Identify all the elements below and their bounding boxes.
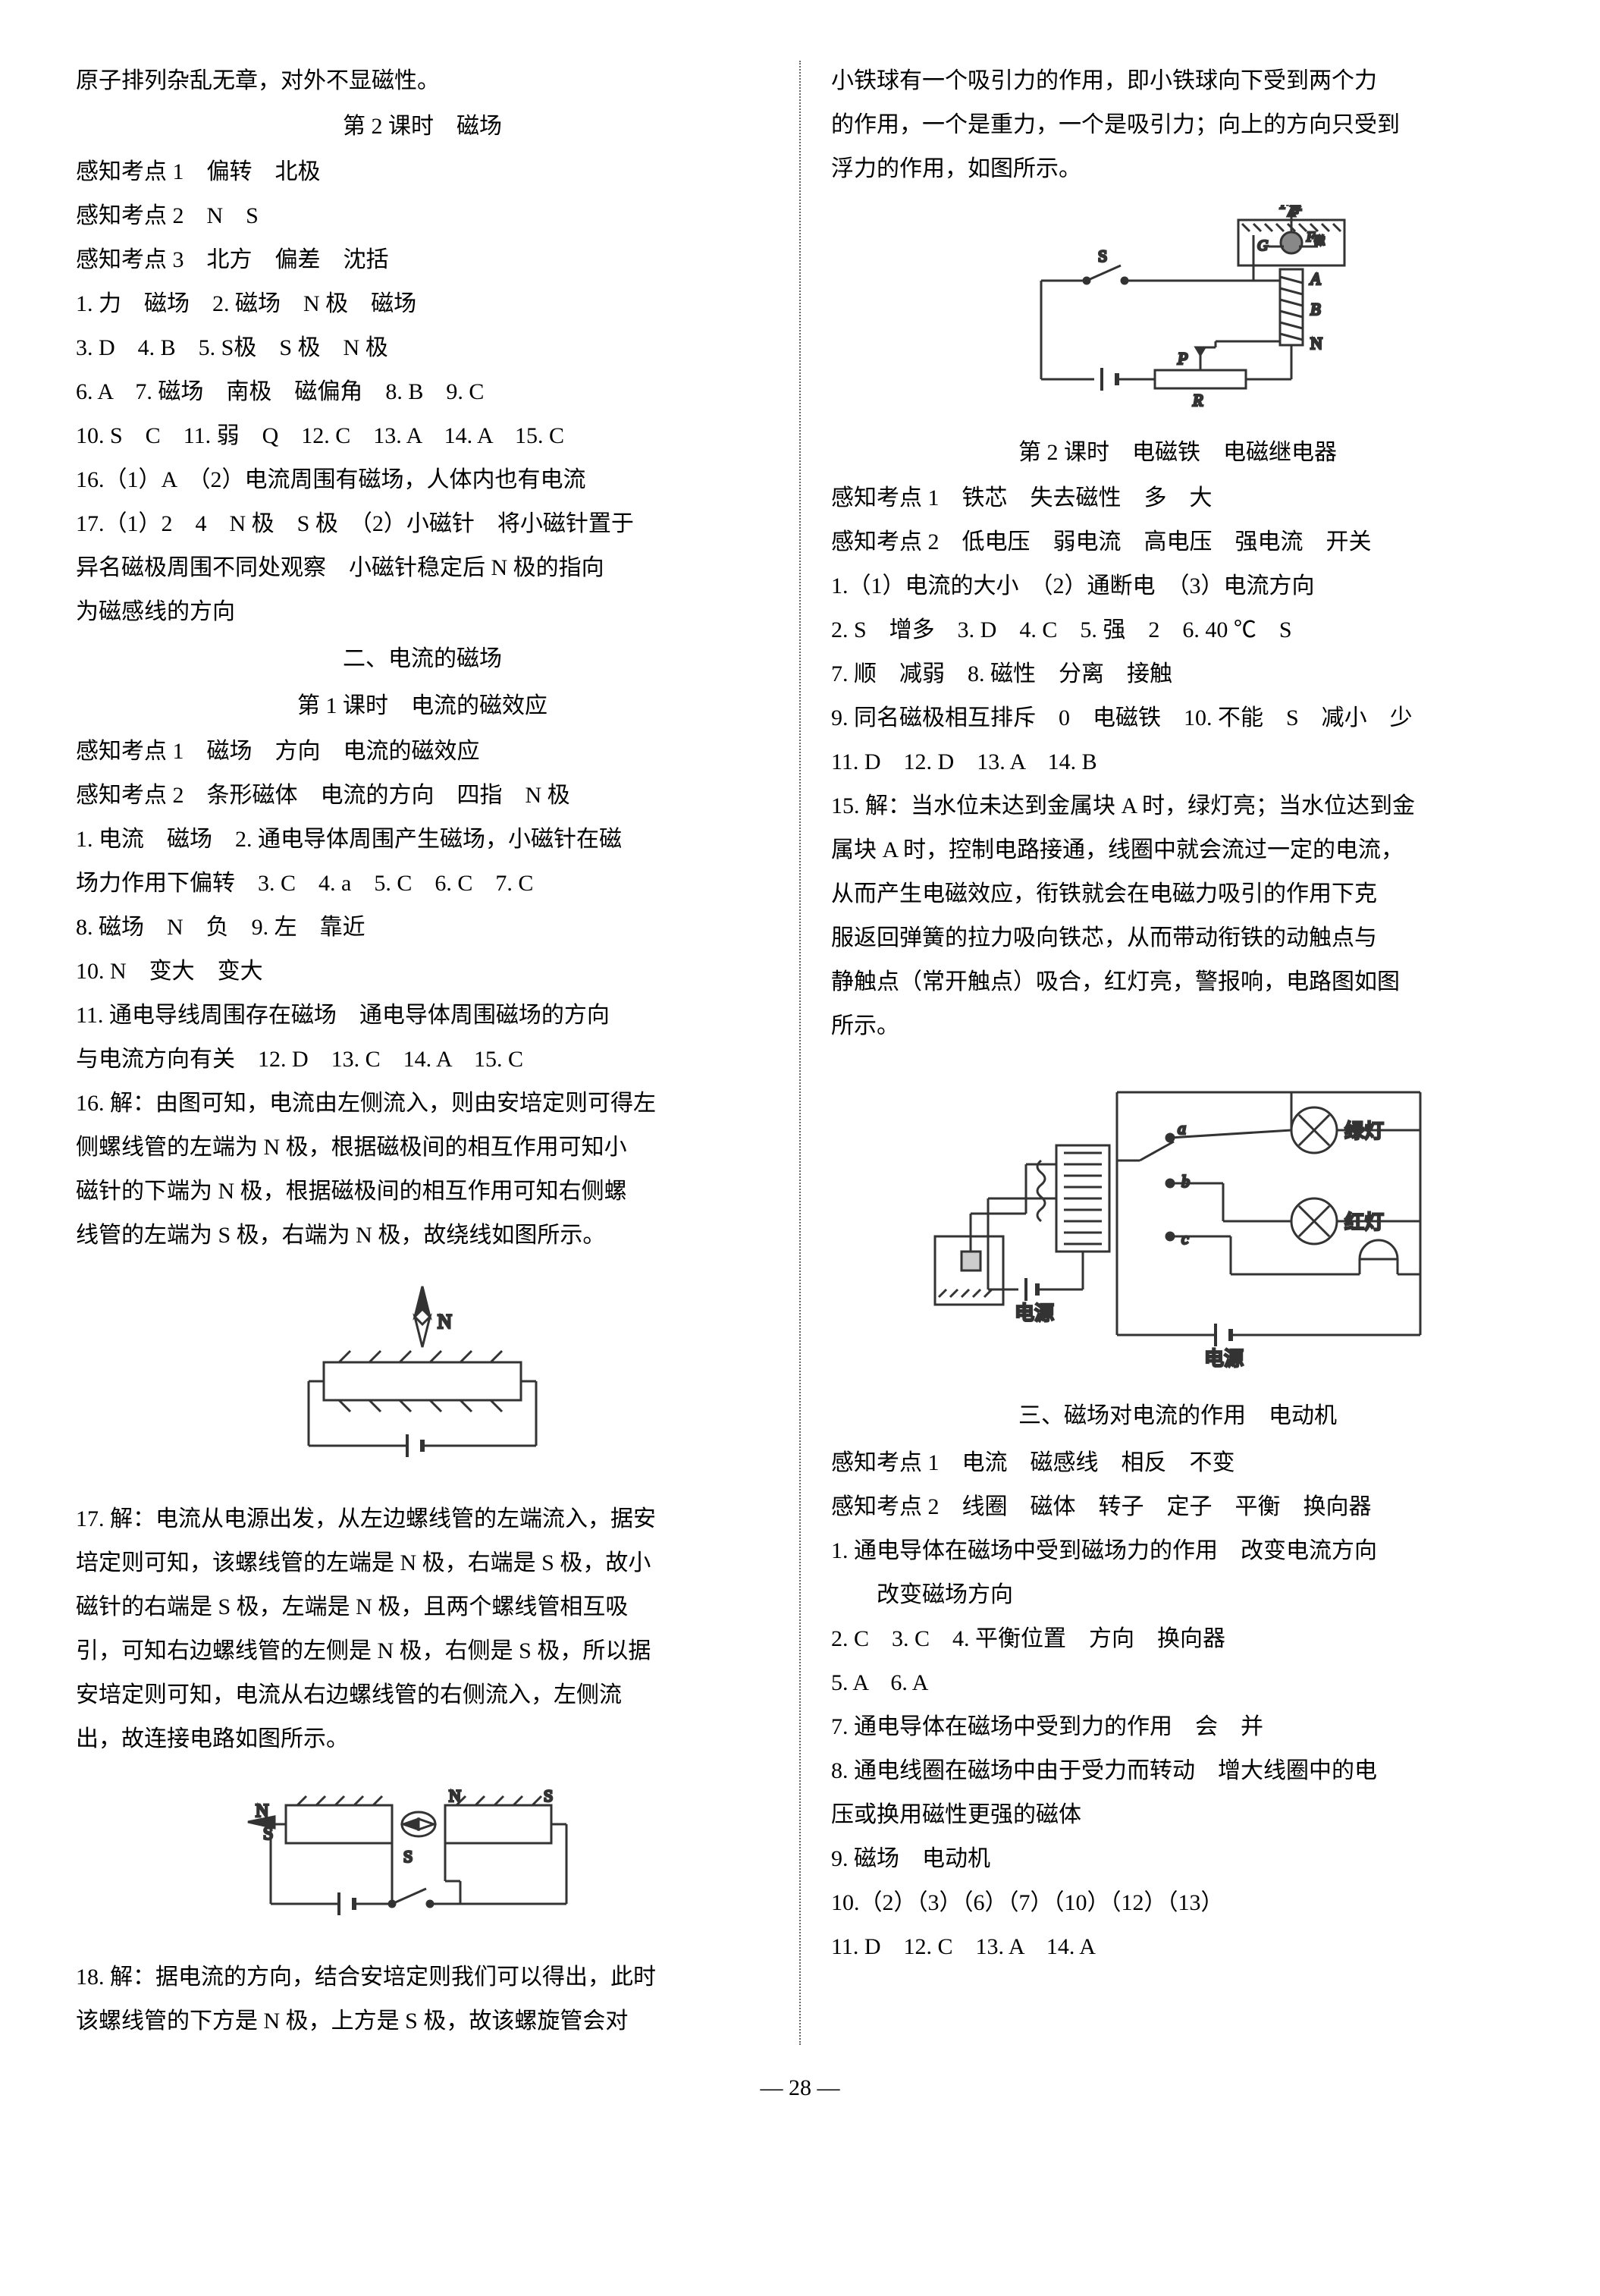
section-subtitle: 第 1 课时 电流的磁效应 bbox=[76, 686, 769, 727]
svg-text:A: A bbox=[1309, 269, 1321, 288]
svg-text:N: N bbox=[449, 1786, 461, 1805]
text-line: 7. 顺 减弱 8. 磁性 分离 接触 bbox=[831, 654, 1524, 695]
svg-text:浮: 浮 bbox=[1290, 205, 1302, 215]
text-line: 从而产生电磁效应，衔铁就会在电磁力吸引的作用下克 bbox=[831, 874, 1524, 915]
svg-text:S: S bbox=[403, 1847, 413, 1866]
text-line: 感知考点 1 电流 磁感线 相反 不变 bbox=[831, 1443, 1524, 1484]
text-line: 15. 解：当水位未达到金属块 A 时，绿灯亮；当水位达到金 bbox=[831, 786, 1524, 827]
text-line: 感知考点 2 低电压 弱电流 高电压 强电流 开关 bbox=[831, 522, 1524, 563]
text-line: 改变磁场方向 bbox=[831, 1575, 1524, 1616]
text-line: 服返回弹簧的拉力吸向铁芯，从而带动衔铁的动触点与 bbox=[831, 918, 1524, 959]
text-line: 感知考点 1 磁场 方向 电流的磁效应 bbox=[76, 731, 769, 772]
left-column: 原子排列杂乱无章，对外不显磁性。 第 2 课时 磁场 感知考点 1 偏转 北极 … bbox=[76, 61, 769, 2045]
label-n: N bbox=[438, 1311, 452, 1333]
text-line: 2. S 增多 3. D 4. C 5. 强 2 6. 40 ℃ S bbox=[831, 610, 1524, 651]
text-line: 静触点（常开触点）吸合，红灯亮，警报响，电路图如图 bbox=[831, 962, 1524, 1003]
text-line: 浮力的作用，如图所示。 bbox=[831, 149, 1524, 190]
text-line: 1.（1）电流的大小 （2）通断电 （3）电流方向 bbox=[831, 566, 1524, 607]
text-line: 11. D 12. C 13. A 14. A bbox=[831, 1927, 1524, 1968]
text-line: 8. 磁场 N 负 9. 左 靠近 bbox=[76, 907, 769, 948]
svg-text:G: G bbox=[1257, 237, 1269, 254]
text-line: 出，故连接电路如图所示。 bbox=[76, 1719, 769, 1760]
svg-text:磁: 磁 bbox=[1314, 235, 1325, 247]
diagram-relay-circuit: 绿灯 a 红灯 b bbox=[831, 1062, 1524, 1380]
text-line: 磁针的右端是 S 极，左端是 N 极，且两个螺线管相互吸 bbox=[76, 1587, 769, 1628]
text-line: 小铁球有一个吸引力的作用，即小铁球向下受到两个力 bbox=[831, 61, 1524, 102]
text-line: 为磁感线的方向 bbox=[76, 592, 769, 633]
text-line: 11. 通电导线周围存在磁场 通电导体周围磁场的方向 bbox=[76, 995, 769, 1036]
text-line: 1. 通电导体在磁场中受到磁场力的作用 改变电流方向 bbox=[831, 1531, 1524, 1572]
right-column: 小铁球有一个吸引力的作用，即小铁球向下受到两个力 的作用，一个是重力，一个是吸引… bbox=[831, 61, 1524, 2045]
text-line: 9. 同名磁极相互排斥 0 电磁铁 10. 不能 S 减小 少 bbox=[831, 698, 1524, 739]
text-line: 2. C 3. C 4. 平衡位置 方向 换向器 bbox=[831, 1619, 1524, 1660]
section-subtitle: 第 2 课时 磁场 bbox=[76, 106, 769, 147]
text-line: 17.（1）2 4 N 极 S 极 （2）小磁针 将小磁针置于 bbox=[76, 504, 769, 545]
text-line: 线管的左端为 S 极，右端为 N 极，故绕线如图所示。 bbox=[76, 1215, 769, 1256]
text-line: 压或换用磁性更强的磁体 bbox=[831, 1795, 1524, 1836]
text-line: 培定则可知，该螺线管的左端是 N 极，右端是 S 极，故小 bbox=[76, 1543, 769, 1584]
diagram-two-solenoids: N S S N S bbox=[76, 1775, 769, 1942]
text-line: 10. N 变大 变大 bbox=[76, 951, 769, 992]
svg-text:b: b bbox=[1181, 1172, 1190, 1191]
svg-text:R: R bbox=[1192, 391, 1203, 410]
text-line: 感知考点 2 N S bbox=[76, 196, 769, 237]
svg-text:电源: 电源 bbox=[1204, 1348, 1244, 1370]
text-line: 10. S C 11. 弱 Q 12. C 13. A 14. A 15. C bbox=[76, 416, 769, 457]
text-line: 感知考点 1 铁芯 失去磁性 多 大 bbox=[831, 478, 1524, 519]
text-line: 感知考点 2 条形磁体 电流的方向 四指 N 极 bbox=[76, 775, 769, 816]
text-line: 17. 解：电流从电源出发，从左边螺线管的左端流入，据安 bbox=[76, 1499, 769, 1540]
svg-text:P: P bbox=[1177, 349, 1187, 368]
text-line: 磁针的下端为 N 极，根据磁极间的相互作用可知右侧螺 bbox=[76, 1171, 769, 1212]
text-line: 5. A 6. A bbox=[831, 1663, 1524, 1704]
text-line: 与电流方向有关 12. D 13. C 14. A 15. C bbox=[76, 1039, 769, 1080]
page-number: — 28 — bbox=[76, 2068, 1524, 2109]
text-line: 感知考点 3 北方 偏差 沈括 bbox=[76, 240, 769, 281]
text-line: 的作用，一个是重力，一个是吸引力；向上的方向只受到 bbox=[831, 105, 1524, 146]
diagram-electromagnet-ball: F 浮 G F 磁 A B N bbox=[831, 205, 1524, 417]
text-line: 6. A 7. 磁场 南极 磁偏角 8. B 9. C bbox=[76, 372, 769, 413]
text-line: 所示。 bbox=[831, 1006, 1524, 1047]
section-title: 二、电流的磁场 bbox=[76, 639, 769, 680]
svg-text:a: a bbox=[1178, 1119, 1186, 1138]
text-line: 引，可知右边螺线管的左侧是 N 极，右侧是 S 极，所以据 bbox=[76, 1631, 769, 1672]
svg-text:N: N bbox=[1310, 334, 1322, 353]
text-line: 感知考点 1 偏转 北极 bbox=[76, 152, 769, 193]
text-line: 1. 电流 磁场 2. 通电导体周围产生磁场，小磁针在磁 bbox=[76, 819, 769, 860]
text-line: 16.（1）A （2）电流周围有磁场，人体内也有电流 bbox=[76, 460, 769, 501]
text-line: 9. 磁场 电动机 bbox=[831, 1839, 1524, 1880]
column-divider bbox=[799, 61, 801, 2045]
text-line: 异名磁极周围不同处观察 小磁针稳定后 N 极的指向 bbox=[76, 548, 769, 589]
diagram-solenoid-compass: N bbox=[76, 1271, 769, 1484]
text-line: 侧螺线管的左端为 N 极，根据磁极间的相互作用可知小 bbox=[76, 1127, 769, 1168]
text-line: 安培定则可知，电流从右边螺线管的右侧流入，左侧流 bbox=[76, 1675, 769, 1716]
svg-text:电源: 电源 bbox=[1015, 1302, 1054, 1324]
svg-text:S: S bbox=[1098, 247, 1107, 265]
text-line: 该螺线管的下方是 N 极，上方是 S 极，故该螺旋管会对 bbox=[76, 2001, 769, 2042]
text-line: 原子排列杂乱无章，对外不显磁性。 bbox=[76, 61, 769, 102]
svg-text:B: B bbox=[1310, 300, 1320, 319]
text-line: 7. 通电导体在磁场中受到力的作用 会 并 bbox=[831, 1707, 1524, 1748]
text-line: 11. D 12. D 13. A 14. B bbox=[831, 742, 1524, 783]
svg-text:F: F bbox=[1279, 205, 1291, 212]
text-line: 感知考点 2 线圈 磁体 转子 定子 平衡 换向器 bbox=[831, 1487, 1524, 1528]
section-subtitle: 第 2 课时 电磁铁 电磁继电器 bbox=[831, 432, 1524, 473]
text-line: 1. 力 磁场 2. 磁场 N 极 磁场 bbox=[76, 284, 769, 325]
svg-text:c: c bbox=[1181, 1229, 1189, 1248]
section-title: 三、磁场对电流的作用 电动机 bbox=[831, 1396, 1524, 1437]
text-line: 18. 解：据电流的方向，结合安培定则我们可以得出，此时 bbox=[76, 1957, 769, 1998]
text-line: 10.（2）（3）（6）（7）（10）（12）（13） bbox=[831, 1883, 1524, 1924]
page-container: 原子排列杂乱无章，对外不显磁性。 第 2 课时 磁场 感知考点 1 偏转 北极 … bbox=[76, 61, 1524, 2045]
text-line: 3. D 4. B 5. S极 S 极 N 极 bbox=[76, 328, 769, 369]
text-line: 属块 A 时，控制电路接通，线圈中就会流过一定的电流， bbox=[831, 830, 1524, 871]
text-line: 16. 解：由图可知，电流由左侧流入，则由安培定则可得左 bbox=[76, 1083, 769, 1124]
svg-text:S: S bbox=[544, 1786, 553, 1805]
text-line: 8. 通电线圈在磁场中由于受力而转动 增大线圈中的电 bbox=[831, 1751, 1524, 1792]
text-line: 场力作用下偏转 3. C 4. a 5. C 6. C 7. C bbox=[76, 863, 769, 904]
